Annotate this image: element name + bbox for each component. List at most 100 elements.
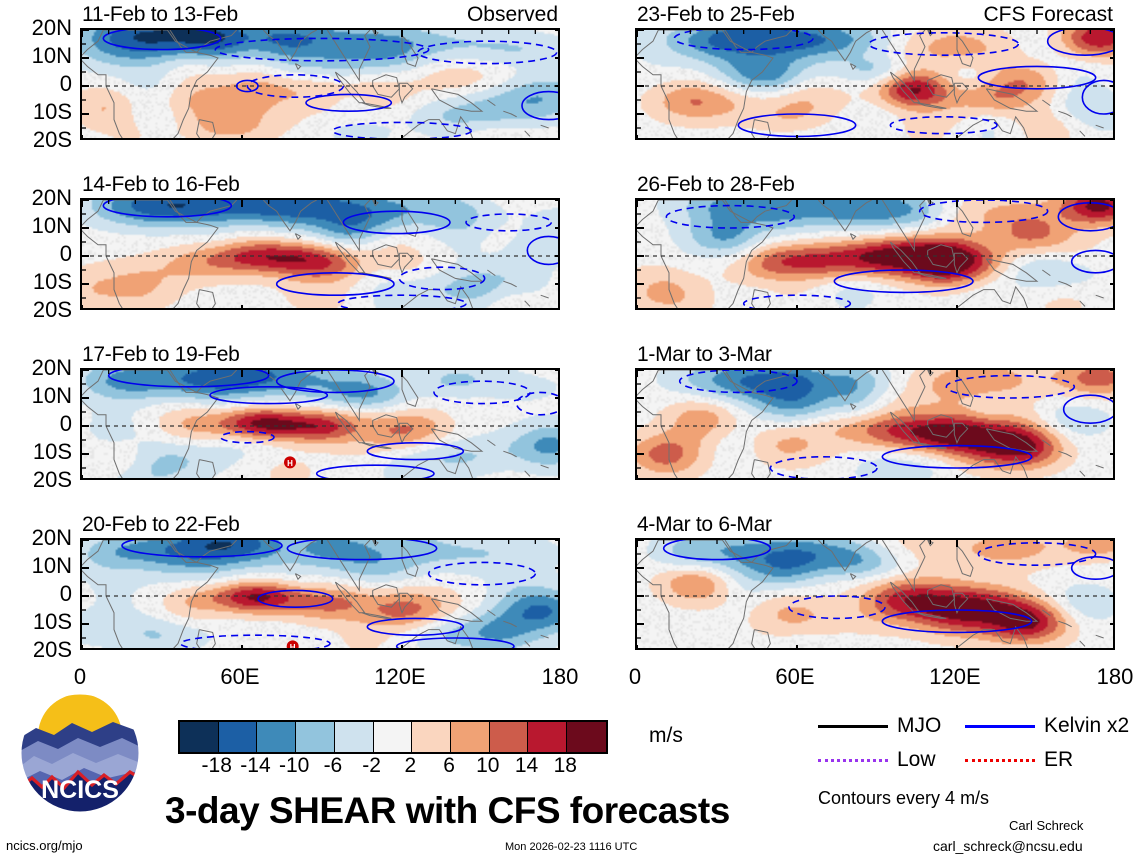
panel-subtitle: Observed [466, 3, 558, 26]
panel-6: 26-Feb to 28-Feb [635, 173, 1115, 310]
map-overlay [637, 370, 1113, 478]
kelvin-contours [107, 370, 558, 478]
kelvin-contours [678, 370, 1113, 478]
svg-text:H: H [287, 459, 293, 468]
colorbar-swatch [257, 722, 297, 752]
ncics-logo[interactable]: NCICS [18, 692, 143, 814]
site-url-label[interactable]: ncics.org/mjo [6, 838, 83, 853]
colorbar-swatch [412, 722, 452, 752]
colorbar-swatch [218, 722, 258, 752]
shear-heatmap [82, 200, 558, 308]
y-axis-label: 10S [32, 269, 72, 294]
shear-heatmap [637, 370, 1113, 478]
kelvin-contours [102, 30, 558, 138]
panel-4: 20-Feb to 22-Feb H [80, 513, 560, 650]
x-axis-label: 60E [775, 664, 815, 689]
legend-line-mjo-icon [818, 724, 888, 728]
legend-line-low-icon [818, 758, 888, 762]
y-axis-label: 20S [32, 467, 72, 492]
x-axis-label: 0 [73, 664, 87, 689]
map-overlay: H [82, 370, 558, 478]
x-axis-label: 120E [929, 664, 981, 689]
kelvin-contours [673, 30, 1113, 138]
legend-item-kelvin[interactable]: Kelvin x2 [965, 714, 1129, 738]
y-axis-label: 10N [31, 213, 72, 238]
panel-title: 1-Mar to 3-Mar [637, 343, 772, 366]
panel-5: 23-Feb to 25-Feb CFS Forecast [635, 3, 1115, 140]
page-title: 3-day SHEAR with CFS forecasts [165, 790, 730, 831]
map-plot-area: H [80, 368, 560, 480]
contour-interval-note: Contours every 4 m/s [818, 788, 990, 808]
colorbar-swatch [567, 722, 606, 752]
axis-ticks [637, 200, 1113, 308]
panel-title: 11-Feb to 13-Feb [82, 3, 238, 26]
y-axis-label: 10S [32, 609, 72, 634]
axis-ticks [82, 30, 558, 138]
coastlines [637, 30, 1104, 138]
coastlines [637, 540, 1104, 648]
colorbar-tick-label: 18 [553, 754, 577, 777]
colorbar [178, 720, 608, 754]
colorbar-tick-label: -10 [278, 754, 310, 777]
map-overlay: H [82, 540, 558, 648]
colorbar-tick-label: 14 [514, 754, 539, 777]
y-axis-label: 0 [59, 71, 72, 96]
author-email-label[interactable]: carl_schreck@ncsu.edu [933, 838, 1083, 854]
panel-title: 26-Feb to 28-Feb [637, 173, 795, 196]
author-name-label: Carl Schreck [1009, 818, 1084, 833]
coastlines [637, 200, 1104, 308]
colorbar-swatch [334, 722, 374, 752]
coastlines [637, 370, 1104, 478]
x-axis-label: 0 [628, 664, 642, 689]
shear-heatmap [82, 370, 558, 478]
x-axis-label: 180 [1096, 664, 1134, 689]
colorbar-swatch [451, 722, 490, 752]
legend-label: MJO [897, 714, 942, 737]
colorbar-tick-label: -2 [362, 754, 381, 777]
y-axis-label: 20N [31, 355, 72, 380]
colorbar-tick-label: 6 [443, 754, 455, 777]
axis-ticks [82, 200, 558, 308]
legend-label: ER [1044, 748, 1074, 771]
kelvin-contours [665, 200, 1113, 308]
legend-line-er-icon [965, 758, 1035, 762]
shear-heatmap [82, 30, 558, 138]
panel-title: 20-Feb to 22-Feb [82, 513, 240, 536]
y-axis-label: 0 [59, 411, 72, 436]
colorbar-tick-label: -18 [201, 754, 232, 777]
y-axis-label: 20S [32, 297, 72, 322]
panel-title: 23-Feb to 25-Feb [637, 3, 795, 26]
colorbar-tick-label: 2 [404, 754, 417, 777]
legend-line-kelvin-icon [965, 724, 1035, 728]
y-axis-label: 20S [32, 127, 72, 152]
map-overlay [637, 30, 1113, 138]
map-overlay [82, 30, 558, 138]
y-axis-label: 0 [59, 581, 72, 606]
colorbar-swatch [180, 722, 219, 752]
map-overlay [637, 540, 1113, 648]
map-plot-area [635, 368, 1115, 480]
panel-8: 4-Mar to 6-Mar [635, 513, 1115, 650]
colorbar-swatch [489, 722, 529, 752]
y-axis-label: 10N [31, 43, 72, 68]
axis-ticks [637, 370, 1113, 478]
map-plot-area [635, 28, 1115, 140]
panel-1: 11-Feb to 13-Feb Observed [80, 3, 560, 140]
y-axis-label: 10N [31, 553, 72, 578]
kelvin-contours [102, 200, 558, 308]
colorbar-swatch [296, 722, 335, 752]
legend-label: Kelvin x2 [1044, 714, 1130, 737]
hurricane-marker: H [286, 640, 299, 648]
legend-item-low[interactable]: Low [818, 748, 936, 772]
colorbar-tick-label: 10 [476, 754, 500, 777]
panel-7: 1-Mar to 3-Mar [635, 343, 1115, 480]
panel-3: 17-Feb to 19-Feb H [80, 343, 560, 480]
axis-ticks [82, 370, 558, 478]
legend-item-mjo[interactable]: MJO [818, 714, 941, 738]
x-axis-label: 60E [220, 664, 260, 689]
y-axis-label: 10N [31, 383, 72, 408]
map-plot-area [80, 198, 560, 310]
map-plot-area [80, 28, 560, 140]
colorbar-tick-label: -14 [240, 754, 271, 777]
legend-item-er[interactable]: ER [965, 748, 1073, 772]
